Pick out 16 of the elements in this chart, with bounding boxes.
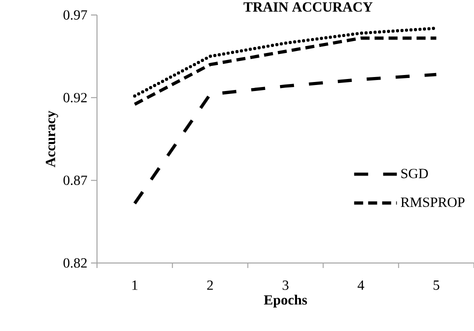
x-tick-label: 4 [358, 280, 364, 290]
y-axis-title: Accuracy [46, 110, 58, 168]
line-series [133, 36, 438, 106]
legend-label: RMSPROP [400, 198, 464, 207]
y-tick-label: 0.87 [64, 176, 88, 186]
line-series [133, 26, 438, 98]
x-tick-label: 5 [434, 280, 440, 290]
y-tick-label: 0.82 [64, 258, 87, 268]
y-tick-label: 0.92 [64, 92, 87, 102]
legend-label: SGD [401, 168, 428, 178]
x-axis-title: Epochs [264, 294, 307, 308]
x-tick-label: 3 [282, 280, 288, 290]
y-tick-label: 0.97 [64, 10, 88, 20]
x-tick-label: 1 [132, 280, 138, 290]
chart-title: TRAIN ACCURACY [244, 2, 373, 12]
x-tick-label: 2 [207, 280, 213, 290]
